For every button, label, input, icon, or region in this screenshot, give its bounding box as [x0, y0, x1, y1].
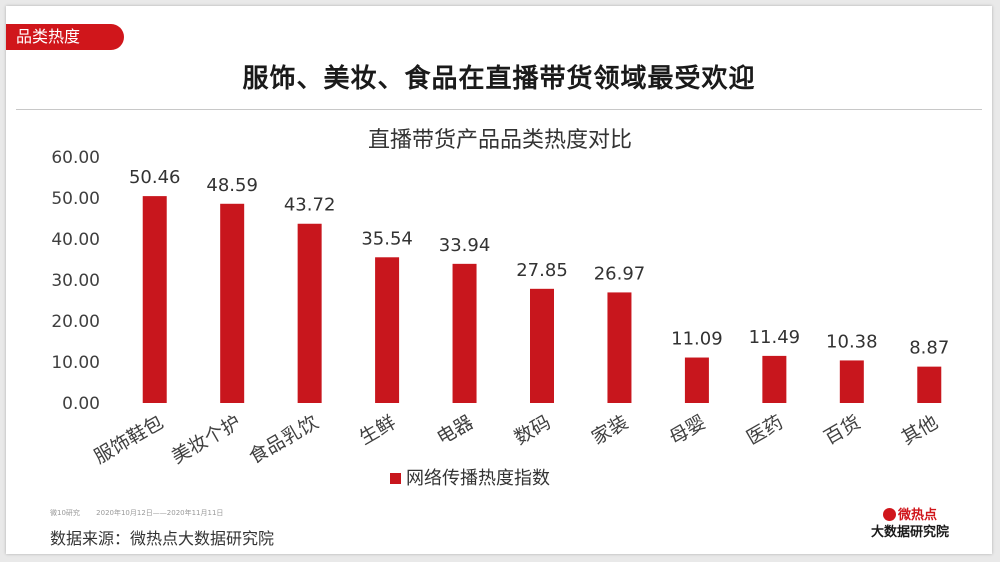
- x-tick-label: 母婴: [665, 411, 709, 449]
- data-label: 26.97: [594, 263, 646, 284]
- bar: [684, 357, 709, 403]
- data-label: 43.72: [284, 195, 336, 216]
- data-label: 8.87: [909, 338, 949, 359]
- brand-logo: 微热点 大数据研究院: [850, 507, 970, 547]
- chart-title: 直播带货产品品类热度对比: [368, 128, 632, 153]
- bar: [452, 263, 477, 403]
- x-axis-ticks: 服饰鞋包 美妆个护 食品乳饮 生鲜 电器 数码 家装 母婴 医药 百货 其他: [90, 411, 941, 468]
- bar: [839, 360, 864, 403]
- bar: [762, 355, 787, 403]
- data-labels: 50.46 48.59 43.72 35.54 33.94 27.85 26.97 11.09…: [129, 167, 949, 359]
- data-source: 数据来源：微热点大数据研究院: [50, 529, 275, 548]
- bar: [607, 292, 632, 403]
- x-tick-label: 数码: [511, 411, 555, 449]
- x-tick-label: 家装: [588, 411, 632, 449]
- bar: [375, 257, 400, 403]
- bar-chart: 直播带货产品品类热度对比 0.00 10.00 20.00 30.00 40.00 50.…: [51, 128, 949, 489]
- footnote-period: 2020年10月12日——2020年11月11日: [96, 509, 224, 517]
- bar-series: [142, 196, 942, 403]
- data-label: 33.94: [439, 235, 491, 256]
- legend-label: 网络传播热度指数: [406, 468, 550, 489]
- page-headline: 服饰、美妆、食品在直播带货领域最受欢迎: [242, 64, 756, 94]
- y-tick-label: 10.00: [51, 353, 100, 373]
- y-tick-label: 40.00: [51, 230, 100, 250]
- bar: [220, 203, 245, 403]
- y-tick-label: 30.00: [51, 271, 100, 291]
- x-tick-label: 百货: [820, 411, 864, 449]
- x-tick-label: 医药: [743, 411, 787, 449]
- data-label: 10.38: [826, 331, 878, 352]
- x-tick-label: 食品乳饮: [245, 411, 322, 468]
- x-tick-label: 其他: [898, 411, 942, 449]
- logo-line2: 大数据研究院: [870, 525, 949, 540]
- footnote: 微10研究 2020年10月12日——2020年11月11日: [50, 508, 237, 518]
- bar: [917, 366, 942, 403]
- slide: 品类热度 服饰、美妆、食品在直播带货领域最受欢迎 直播带货产品品类热度对比 0.…: [6, 6, 992, 554]
- data-label: 11.09: [671, 329, 723, 350]
- y-tick-label: 0.00: [62, 394, 100, 414]
- logo-mark-icon: [882, 508, 896, 521]
- x-tick-label: 生鲜: [356, 411, 400, 449]
- section-tag: 品类热度: [6, 24, 124, 50]
- footnote-brand: 微10研究: [50, 509, 80, 517]
- x-tick-label: 美妆个护: [168, 411, 245, 468]
- bar: [142, 196, 167, 403]
- data-label: 35.54: [361, 228, 413, 249]
- y-tick-label: 60.00: [51, 148, 100, 168]
- chart-legend: 网络传播热度指数: [390, 468, 550, 489]
- y-axis-ticks: 0.00 10.00 20.00 30.00 40.00 50.00 60.00: [51, 148, 100, 414]
- x-tick-label: 服饰鞋包: [90, 411, 167, 468]
- x-tick-label: 电器: [433, 411, 477, 449]
- y-tick-label: 20.00: [51, 312, 100, 332]
- data-label: 11.49: [749, 327, 801, 348]
- y-tick-label: 50.00: [51, 189, 100, 209]
- divider: [16, 109, 982, 110]
- data-label: 27.85: [516, 260, 568, 281]
- bar: [530, 288, 554, 403]
- legend-swatch: [390, 473, 401, 484]
- logo-line1: 微热点: [897, 508, 937, 523]
- data-label: 48.59: [206, 175, 258, 196]
- bar: [297, 223, 322, 403]
- data-label: 50.46: [129, 167, 181, 188]
